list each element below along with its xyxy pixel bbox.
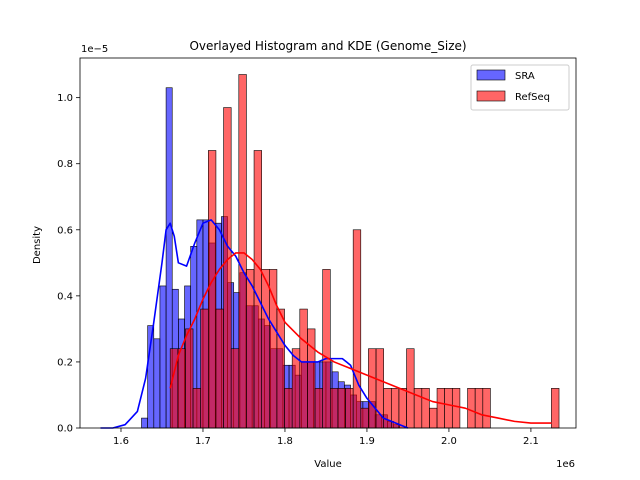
plot-frame	[79, 57, 577, 429]
bar-refseq	[238, 74, 247, 429]
y-offset-label: 1e−5	[81, 44, 108, 55]
x-tick-label: 1.6	[113, 436, 129, 447]
legend-label-sra: SRA	[515, 71, 535, 82]
x-tick-label: 2.1	[523, 436, 539, 447]
y-axis-title: Density	[32, 226, 43, 264]
bar-refseq	[360, 407, 369, 429]
kde-line-refseq	[169, 252, 552, 424]
y-tick-label: 0.8	[57, 159, 73, 170]
x-tick-label: 1.9	[359, 436, 375, 447]
y-axis-ticks: 0.0 0.2 0.4 0.6 0.8 1.0	[57, 93, 80, 435]
bar-refseq	[177, 348, 186, 429]
x-tick-label: 1.7	[195, 436, 211, 447]
bar-refseq	[261, 269, 270, 429]
y-tick-label: 0.4	[57, 291, 73, 302]
bar-refseq	[230, 348, 240, 429]
bar-refseq	[200, 308, 209, 429]
x-axis-ticks: 1.6 1.7 1.8 1.9 2.0 2.1	[113, 428, 539, 447]
bar-refseq	[284, 388, 293, 429]
legend-swatch-refseq	[476, 90, 506, 102]
x-axis-title: Value	[314, 459, 341, 470]
bar-sra	[141, 417, 148, 429]
bar-refseq	[185, 328, 194, 429]
bar-refseq	[223, 107, 232, 429]
bar-refseq	[421, 388, 430, 429]
bar-refseq	[253, 150, 262, 429]
chart-title: Overlayed Histogram and KDE (Genome_Size…	[189, 39, 466, 53]
legend-swatch-sra	[476, 69, 506, 81]
bar-refseq	[482, 388, 491, 429]
refseq-bars	[169, 74, 560, 429]
bar-refseq	[368, 348, 377, 429]
legend-label-refseq: RefSeq	[515, 92, 550, 103]
bar-refseq	[436, 388, 445, 429]
bar-refseq	[329, 388, 339, 429]
bar-refseq	[444, 388, 453, 429]
bar-refseq	[474, 388, 484, 429]
x-offset-label: 1e6	[556, 459, 575, 470]
kde-curves	[100, 219, 552, 429]
bar-refseq	[345, 388, 354, 429]
x-tick-label: 2.0	[441, 436, 457, 447]
legend: SRA RefSeq	[470, 64, 570, 111]
bar-refseq	[467, 388, 476, 429]
bar-refseq	[314, 388, 323, 429]
bar-refseq	[451, 388, 461, 429]
bar-sra	[153, 338, 161, 429]
y-tick-label: 0.0	[57, 424, 73, 435]
x-tick-label: 1.8	[277, 436, 293, 447]
bar-refseq	[322, 269, 331, 429]
bar-refseq	[246, 269, 255, 429]
bar-refseq	[208, 150, 217, 429]
bar-refseq	[406, 348, 415, 429]
bar-refseq	[429, 407, 438, 429]
bar-refseq	[268, 269, 278, 429]
y-tick-label: 0.6	[57, 225, 73, 236]
bar-refseq	[352, 229, 362, 429]
bar-refseq	[383, 388, 392, 429]
bar-refseq	[551, 388, 560, 429]
bar-refseq	[215, 308, 224, 429]
y-tick-label: 1.0	[57, 93, 73, 104]
bar-refseq	[192, 388, 201, 429]
kde-line-sra	[100, 219, 409, 429]
bar-sra	[159, 285, 167, 429]
bar-refseq	[299, 308, 308, 429]
bar-refseq	[337, 388, 346, 429]
bar-refseq	[276, 308, 285, 429]
y-tick-label: 0.2	[57, 357, 73, 368]
bar-refseq	[398, 388, 407, 429]
